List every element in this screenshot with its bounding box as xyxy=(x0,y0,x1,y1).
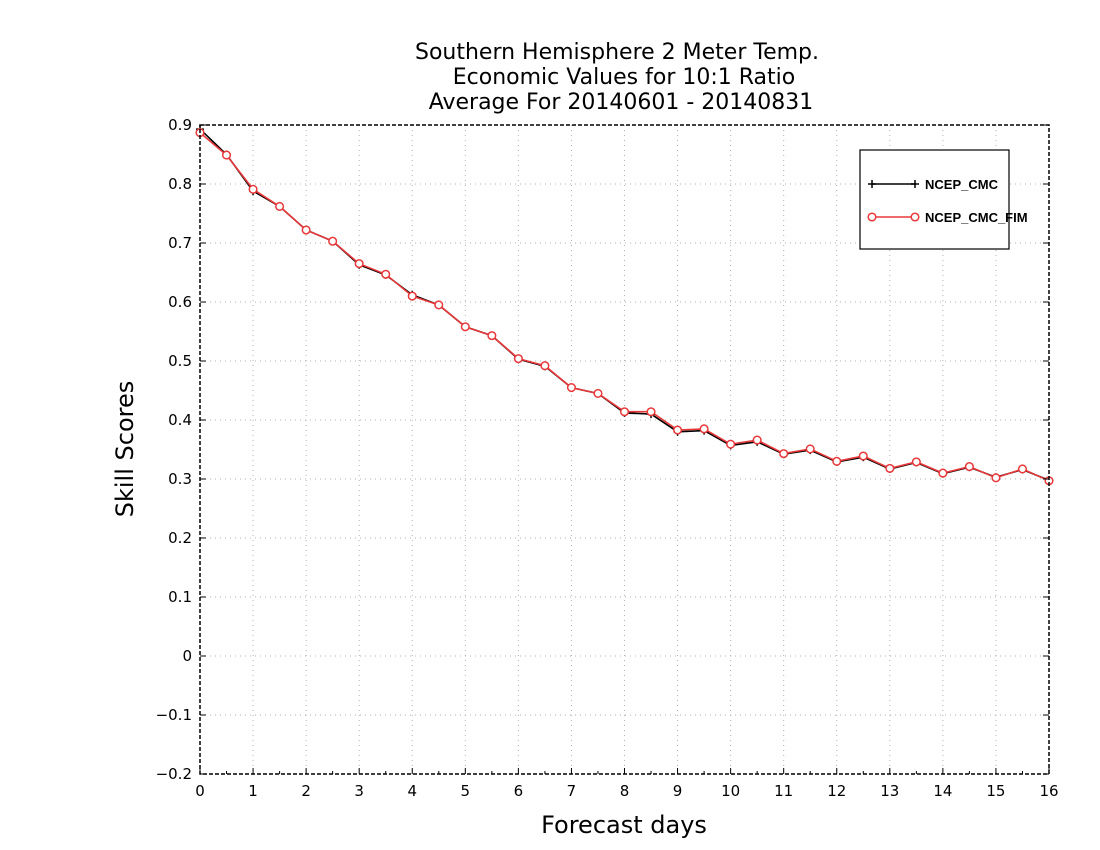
x-tick-label: 12 xyxy=(827,782,846,800)
legend-marker-circle xyxy=(910,212,920,222)
title-line-3: Average For 20140601 - 20140831 xyxy=(429,90,814,115)
data-point-circle xyxy=(699,424,709,434)
data-point-circle xyxy=(619,407,630,417)
x-tick-label: 3 xyxy=(354,782,364,800)
data-point-circle xyxy=(434,300,444,310)
data-point-circle xyxy=(540,361,550,371)
title-line-1: Southern Hemisphere 2 Meter Temp. xyxy=(415,40,819,65)
data-point-circle xyxy=(248,184,258,194)
data-point-circle xyxy=(832,456,842,466)
y-tick-label: 0.2 xyxy=(168,529,192,547)
data-point-circle xyxy=(566,383,576,393)
legend: NCEP_CMC NCEP_CMC_FIM xyxy=(859,149,1028,250)
data-point-circle xyxy=(938,468,948,478)
y-tick-label: 0.5 xyxy=(168,352,192,370)
legend-marker-plus xyxy=(911,180,919,188)
data-point-circle xyxy=(673,425,683,435)
x-tick-label: 8 xyxy=(620,782,630,800)
ticks: 0 1 2 3 4 5 6 7 8 9 10 11 12 13 14 15 16−0.2−0.100.10.20… xyxy=(156,116,1059,800)
data-point-circle xyxy=(911,457,921,467)
legend-label: NCEP_CMC_FIM xyxy=(925,210,1028,225)
x-tick-label: 13 xyxy=(880,782,899,800)
data-point-circle xyxy=(354,259,364,269)
data-point-circle xyxy=(1017,464,1028,474)
legend-item: NCEP_CMC_FIM xyxy=(867,210,1028,225)
y-tick-label: 0.1 xyxy=(168,588,192,606)
data-point-circle xyxy=(752,435,762,445)
y-tick-label: 0 xyxy=(182,647,192,665)
y-tick-label: 0.4 xyxy=(168,411,192,429)
x-tick-label: 10 xyxy=(721,782,740,800)
x-tick-label: 0 xyxy=(195,782,205,800)
x-tick-label: 15 xyxy=(986,782,1005,800)
data-point-circle xyxy=(407,291,417,301)
data-point-circle xyxy=(805,444,815,454)
data-point-circle xyxy=(301,225,311,235)
y-tick-label: 0.7 xyxy=(168,234,192,252)
y-tick-label: 0.9 xyxy=(168,116,192,134)
x-tick-label: 4 xyxy=(407,782,417,800)
data-point-circle xyxy=(779,449,789,459)
x-tick-label: 6 xyxy=(514,782,524,800)
legend-box xyxy=(859,149,1010,250)
y-tick-label: 0.6 xyxy=(168,293,192,311)
data-point-circle xyxy=(487,331,497,341)
data-point-circle xyxy=(513,354,523,364)
x-tick-label: 14 xyxy=(933,782,952,800)
y-tick-label: −0.1 xyxy=(156,706,192,724)
x-tick-label: 5 xyxy=(461,782,471,800)
y-tick-label: 0.8 xyxy=(168,175,192,193)
data-point-circle xyxy=(328,236,338,246)
data-point-circle xyxy=(275,201,285,211)
x-tick-label: 11 xyxy=(774,782,793,800)
data-point-circle xyxy=(885,463,895,473)
data-point-circle xyxy=(964,462,974,472)
data-point-circle xyxy=(460,322,470,332)
x-tick-label: 9 xyxy=(673,782,683,800)
data-point-circle xyxy=(858,451,868,461)
legend-item: NCEP_CMC xyxy=(868,177,999,192)
legend-label: NCEP_CMC xyxy=(925,177,999,192)
x-tick-label: 7 xyxy=(567,782,577,800)
data-point-circle xyxy=(593,388,603,399)
title-line-2: Economic Values for 10:1 Ratio xyxy=(453,65,795,90)
legend-marker-plus xyxy=(868,180,876,188)
chart-title: Southern Hemisphere 2 Meter Temp. Econom… xyxy=(415,40,819,115)
x-tick-label: 1 xyxy=(248,782,258,800)
data-point-circle xyxy=(726,439,736,449)
gridlines xyxy=(200,125,1049,774)
y-axis-label: Skill Scores xyxy=(111,381,139,518)
y-tick-label: 0.3 xyxy=(168,470,192,488)
data-point-circle xyxy=(991,473,1001,483)
x-tick-label: 16 xyxy=(1039,782,1058,800)
y-tick-label: −0.2 xyxy=(156,765,192,783)
data-point-circle xyxy=(221,150,232,160)
x-tick-label: 2 xyxy=(301,782,311,800)
data-point-circle xyxy=(646,407,656,417)
x-axis-label: Forecast days xyxy=(541,811,707,839)
series-layer xyxy=(195,125,1054,486)
data-point-circle xyxy=(381,269,391,279)
legend-marker-circle xyxy=(867,212,877,222)
